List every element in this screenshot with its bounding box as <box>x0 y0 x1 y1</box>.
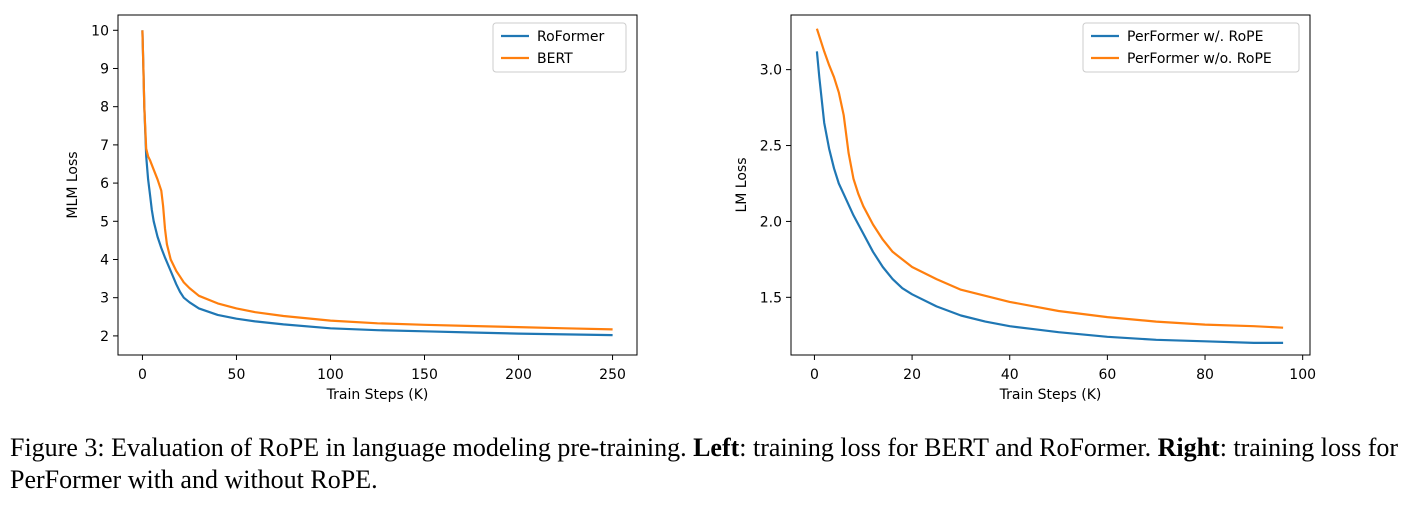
y-tick-label: 3.0 <box>760 63 782 79</box>
y-axis-label: LM Loss <box>734 157 750 212</box>
x-tick-label: 60 <box>1098 367 1116 383</box>
caption-left-label: Left <box>693 433 740 462</box>
plot-frame <box>117 14 638 356</box>
x-tick-label: 100 <box>317 367 344 383</box>
series-line-performer-w-rope <box>815 51 1284 344</box>
legend: RoFormer BERT <box>492 22 627 73</box>
caption-prefix: Figure 3: Evaluation of RoPE in language… <box>10 433 687 462</box>
caption-left-text: : training loss for BERT and RoFormer. <box>739 433 1152 462</box>
x-tick-label: 250 <box>599 367 626 383</box>
y-tick-label: 2.5 <box>760 139 782 155</box>
y-tick-label: 6 <box>100 176 109 192</box>
y-tick-label: 5 <box>100 214 109 230</box>
x-tick-label: 0 <box>138 367 147 383</box>
y-tick-label: 4 <box>100 252 109 268</box>
series-line-roformer <box>141 30 613 337</box>
caption-right-label: Right <box>1157 433 1220 462</box>
x-tick-label: 100 <box>1289 367 1316 383</box>
legend-label: BERT <box>537 51 573 67</box>
y-tick-label: 2 <box>100 329 109 345</box>
y-tick-label: 2.0 <box>760 214 782 230</box>
x-tick-label: 20 <box>903 367 921 383</box>
y-tick-label: 7 <box>100 138 109 154</box>
y-tick-label: 1.5 <box>760 290 782 306</box>
x-tick-label: 150 <box>411 367 438 383</box>
left-chart-mlm-loss: 0 50 100 150 200 250 2 3 4 5 6 7 8 9 10 Train Steps (K)… <box>65 14 638 403</box>
x-axis-label: Train Steps (K) <box>999 387 1102 403</box>
plot-frame <box>790 14 1311 356</box>
y-tick-label: 3 <box>100 291 109 307</box>
x-tick-label: 50 <box>228 367 246 383</box>
right-chart-lm-loss: 0 20 40 60 80 100 1.5 2.0 2.5 3.0 Train Steps (K) L… <box>734 14 1316 403</box>
x-tick-label: 80 <box>1196 367 1214 383</box>
x-axis-label: Train Steps (K) <box>326 387 429 403</box>
x-tick-label: 40 <box>1001 367 1019 383</box>
y-tick-label: 9 <box>100 61 109 77</box>
legend-label: PerFormer w/o. RoPE <box>1127 51 1272 67</box>
figure-caption: Figure 3: Evaluation of RoPE in language… <box>10 432 1410 496</box>
x-tick-label: 200 <box>505 367 532 383</box>
legend: PerFormer w/. RoPE PerFormer w/o. RoPE <box>1082 22 1300 73</box>
series-line-performer-w-o-rope <box>815 28 1284 329</box>
y-tick-label: 10 <box>91 23 109 39</box>
y-axis-label: MLM Loss <box>65 151 81 218</box>
y-tick-label: 8 <box>100 100 109 116</box>
series-line-bert <box>141 30 613 331</box>
legend-label: RoFormer <box>537 29 605 45</box>
x-tick-label: 0 <box>810 367 819 383</box>
legend-box <box>1082 22 1300 73</box>
caption-right-text: : training loss for PerFormer with and w… <box>10 433 1399 494</box>
legend-label: PerFormer w/. RoPE <box>1127 29 1263 45</box>
